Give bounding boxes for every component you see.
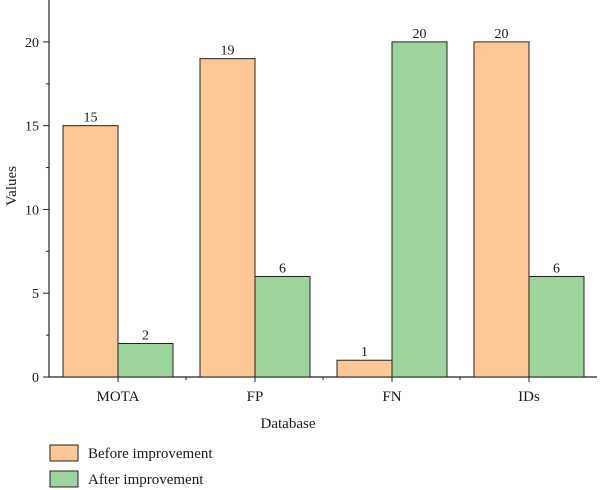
bar-value-label: 15	[84, 111, 98, 126]
y-tick-label: 0	[32, 371, 39, 386]
legend: Before improvement After improvement	[49, 444, 213, 488]
bars: 15 2 19 6 1 20 20 6	[62, 27, 585, 378]
bar-value-label: 2	[142, 328, 149, 343]
y-axis-label: Values	[4, 166, 20, 206]
bar-before-fp	[199, 58, 256, 378]
bar-value-label: 6	[279, 261, 286, 276]
bar-value-label: 20	[495, 27, 509, 42]
bar-before-ids	[473, 41, 530, 378]
y-tick-label: 15	[25, 120, 39, 135]
bar-value-label: 6	[553, 261, 560, 276]
bar-after-mota	[117, 342, 174, 378]
bar-after-fn	[391, 41, 448, 378]
legend-label-before: Before improvement	[88, 446, 213, 462]
ticks: 0 5 10 15 20 MOTA FP FN IDs	[25, 36, 540, 405]
x-tick-label: FP	[247, 389, 264, 405]
legend-swatch-after	[49, 470, 79, 488]
legend-swatch-before	[49, 444, 79, 462]
bar-before-fn	[336, 359, 393, 378]
bar-value-label: 19	[221, 44, 235, 59]
x-axis-label: Database	[261, 416, 316, 432]
legend-label-after: After improvement	[88, 472, 204, 488]
y-tick-label: 5	[32, 287, 39, 302]
bar-before-mota	[62, 125, 119, 378]
x-tick-label: MOTA	[97, 389, 140, 405]
bar-value-label: 1	[361, 345, 368, 360]
bar-after-fp	[254, 275, 311, 378]
bar-value-label: 20	[413, 27, 427, 42]
x-tick-label: IDs	[518, 389, 540, 405]
x-tick-label: FN	[382, 389, 401, 405]
y-tick-label: 20	[25, 36, 39, 51]
bar-after-ids	[528, 275, 585, 378]
y-tick-label: 10	[25, 203, 39, 218]
